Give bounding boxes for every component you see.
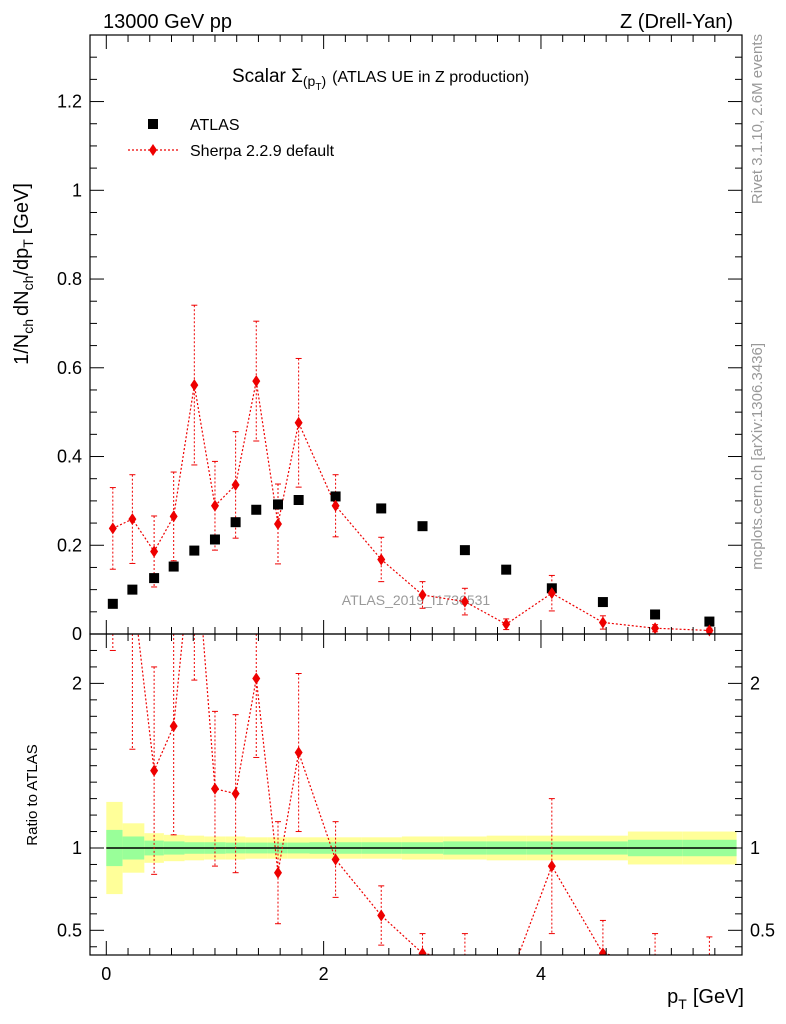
legend-atlas-label: ATLAS xyxy=(190,117,240,134)
x-tick-label: 0 xyxy=(101,964,111,984)
header-energy-label: 13000 GeV pp xyxy=(103,11,232,33)
legend-atlas-marker xyxy=(148,119,158,129)
ratio-uncertainty-band xyxy=(106,801,737,895)
atlas-data-point xyxy=(293,495,304,506)
y-tick-label: 0.6 xyxy=(57,358,82,378)
sherpa-data-point xyxy=(210,499,219,512)
sherpa-data-point xyxy=(294,416,303,429)
ratio-sherpa-line xyxy=(137,634,615,955)
ratio-data-point xyxy=(150,764,159,777)
sherpa-data-point xyxy=(150,545,159,558)
atlas-data-point xyxy=(230,517,241,528)
sherpa-data-point xyxy=(460,595,469,608)
analysis-watermark: ATLAS_2019_I1736531 xyxy=(342,592,491,608)
sherpa-data-point xyxy=(169,510,178,523)
atlas-data-point xyxy=(501,564,512,575)
y-tick-label: 0 xyxy=(72,624,82,644)
axis-ticks xyxy=(90,35,742,955)
legend-sherpa-marker xyxy=(149,144,157,156)
ratio-data-point xyxy=(169,720,178,733)
y-tick-label: 0.2 xyxy=(57,535,82,555)
x-axis-label: pT [GeV] xyxy=(667,986,744,1012)
sherpa-data-point xyxy=(231,478,240,491)
ratio-y-tick-label-right: 2 xyxy=(750,673,760,693)
ratio-plot-frame xyxy=(89,633,743,956)
atlas-data-point xyxy=(168,561,179,572)
sherpa-data-point xyxy=(128,513,137,526)
atlas-data-point xyxy=(704,616,715,627)
sherpa-data-point xyxy=(598,616,607,629)
y-tick-label: 0.8 xyxy=(57,269,82,289)
ratio-data-point xyxy=(598,947,607,955)
ratio-data-point xyxy=(294,746,303,759)
ratio-y-tick-label-right: 0.5 xyxy=(750,920,775,940)
atlas-data-point xyxy=(459,545,470,556)
atlas-data-point xyxy=(376,503,387,514)
sherpa-data-point xyxy=(190,379,199,392)
ratio-series xyxy=(109,634,713,955)
y-tick-label: 0.4 xyxy=(57,447,82,467)
sherpa-data-point xyxy=(547,587,556,600)
sherpa-data-point xyxy=(331,499,340,512)
ratio-data-point xyxy=(273,866,282,879)
atlas-data-point xyxy=(650,609,661,620)
ratio-data-point xyxy=(252,672,261,685)
sherpa-data-point xyxy=(108,522,117,535)
sherpa-data-point xyxy=(252,375,261,388)
legend-sherpa-label: Sherpa 2.2.9 default xyxy=(190,143,335,160)
sherpa-data-point xyxy=(377,553,386,566)
legend: ATLAS Sherpa 2.2.9 default xyxy=(128,117,335,160)
sherpa-data-point xyxy=(502,618,511,631)
ratio-data-point xyxy=(418,947,427,955)
sherpa-data-point xyxy=(273,517,282,530)
atlas-data-point xyxy=(149,573,160,584)
atlas-data-point xyxy=(251,504,262,515)
atlas-data-point xyxy=(417,521,428,532)
y-tick-label: 1.2 xyxy=(57,92,82,112)
ratio-data-point xyxy=(547,860,556,873)
ratio-y-tick-label-left: 1 xyxy=(72,838,82,858)
atlas-data-point xyxy=(209,534,220,545)
atlas-data-point xyxy=(272,499,283,510)
ratio-y-axis-label: Ratio to ATLAS xyxy=(24,744,41,845)
main-markers xyxy=(107,375,715,637)
atlas-data-point xyxy=(330,491,341,502)
ratio-y-tick-label-left: 0.5 xyxy=(57,920,82,940)
axis-tick-labels: 0 2 4 0 0.2 0.4 0.6 0.8 1 1.2 0.5 0.5 1 1 2 2 xyxy=(57,92,775,984)
atlas-data-point xyxy=(107,598,118,609)
ratio-y-tick-label-right: 1 xyxy=(750,838,760,858)
ratio-data-point xyxy=(231,787,240,800)
atlas-data-point xyxy=(189,545,200,556)
rivet-label: Rivet 3.1.10, 2.6M events xyxy=(749,34,766,204)
ratio-data-point xyxy=(210,782,219,795)
ratio-data-point xyxy=(331,853,340,866)
y-tick-label: 1 xyxy=(72,180,82,200)
x-tick-label: 4 xyxy=(536,964,546,984)
ratio-data-point xyxy=(377,909,386,922)
main-plot-frame xyxy=(89,34,743,635)
plot-title: Scalar Σ(pT) (ATLAS UE in Z production) xyxy=(232,66,529,93)
ratio-y-tick-label-left: 2 xyxy=(72,673,82,693)
x-tick-label: 2 xyxy=(319,964,329,984)
sherpa-data-point xyxy=(418,588,427,601)
main-error-bars xyxy=(109,304,713,634)
sherpa-data-point xyxy=(651,622,660,635)
atlas-data-point xyxy=(127,584,138,595)
atlas-data-point xyxy=(597,597,608,608)
mcplots-label: mcplots.cern.ch [arXiv:1306.3436] xyxy=(749,343,766,570)
y-axis-label: 1/NchdNch/dpT[GeV] xyxy=(11,183,36,365)
header-process-label: Z (Drell-Yan) xyxy=(620,11,733,33)
